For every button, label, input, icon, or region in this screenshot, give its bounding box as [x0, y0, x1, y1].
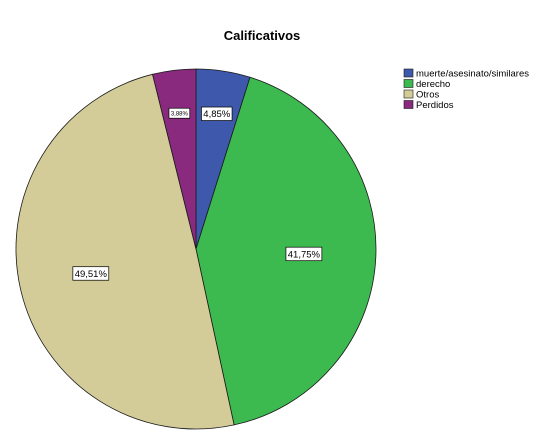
legend-swatch	[403, 89, 414, 99]
data-label-derecho: 41,75%	[285, 246, 323, 262]
legend-label: Otros	[416, 90, 439, 101]
data-label-muerte-asesinato-similares: 4,85%	[201, 106, 233, 121]
pie-data-labels: 4,85% 41,75% 49,51% 3,88%	[72, 106, 323, 281]
legend-item-perdidos: Perdidos	[403, 100, 454, 111]
data-label-otros: 49,51%	[72, 266, 110, 281]
legend-item-muerte-asesinato-similares: muerte/asesinato/similares	[403, 68, 529, 80]
legend-label: muerte/asesinato/similares	[416, 69, 529, 80]
data-label-perdidos: 3,88%	[168, 107, 191, 119]
legend-label: derecho	[416, 79, 450, 90]
data-label-text: 3,88%	[171, 111, 189, 117]
data-label-text: 4,85%	[203, 109, 230, 120]
legend-swatch	[403, 79, 414, 88]
legend-item-otros: Otros	[403, 89, 439, 101]
data-label-box	[168, 107, 191, 119]
data-label-box	[201, 106, 233, 121]
legend-label: Perdidos	[416, 100, 454, 111]
legend-item-derecho: derecho	[403, 79, 450, 90]
pie-slice-otros	[15, 73, 235, 430]
data-label-text: 41,75%	[288, 249, 321, 260]
data-label-box	[285, 246, 323, 262]
legend-swatch	[403, 68, 414, 78]
data-label-text: 49,51%	[75, 269, 108, 280]
data-label-box	[72, 266, 110, 281]
legend: muerte/asesinato/similaresderechoOtrosPe…	[403, 68, 529, 111]
chart-title: Calificativos	[224, 28, 301, 43]
legend-swatch	[403, 100, 414, 109]
